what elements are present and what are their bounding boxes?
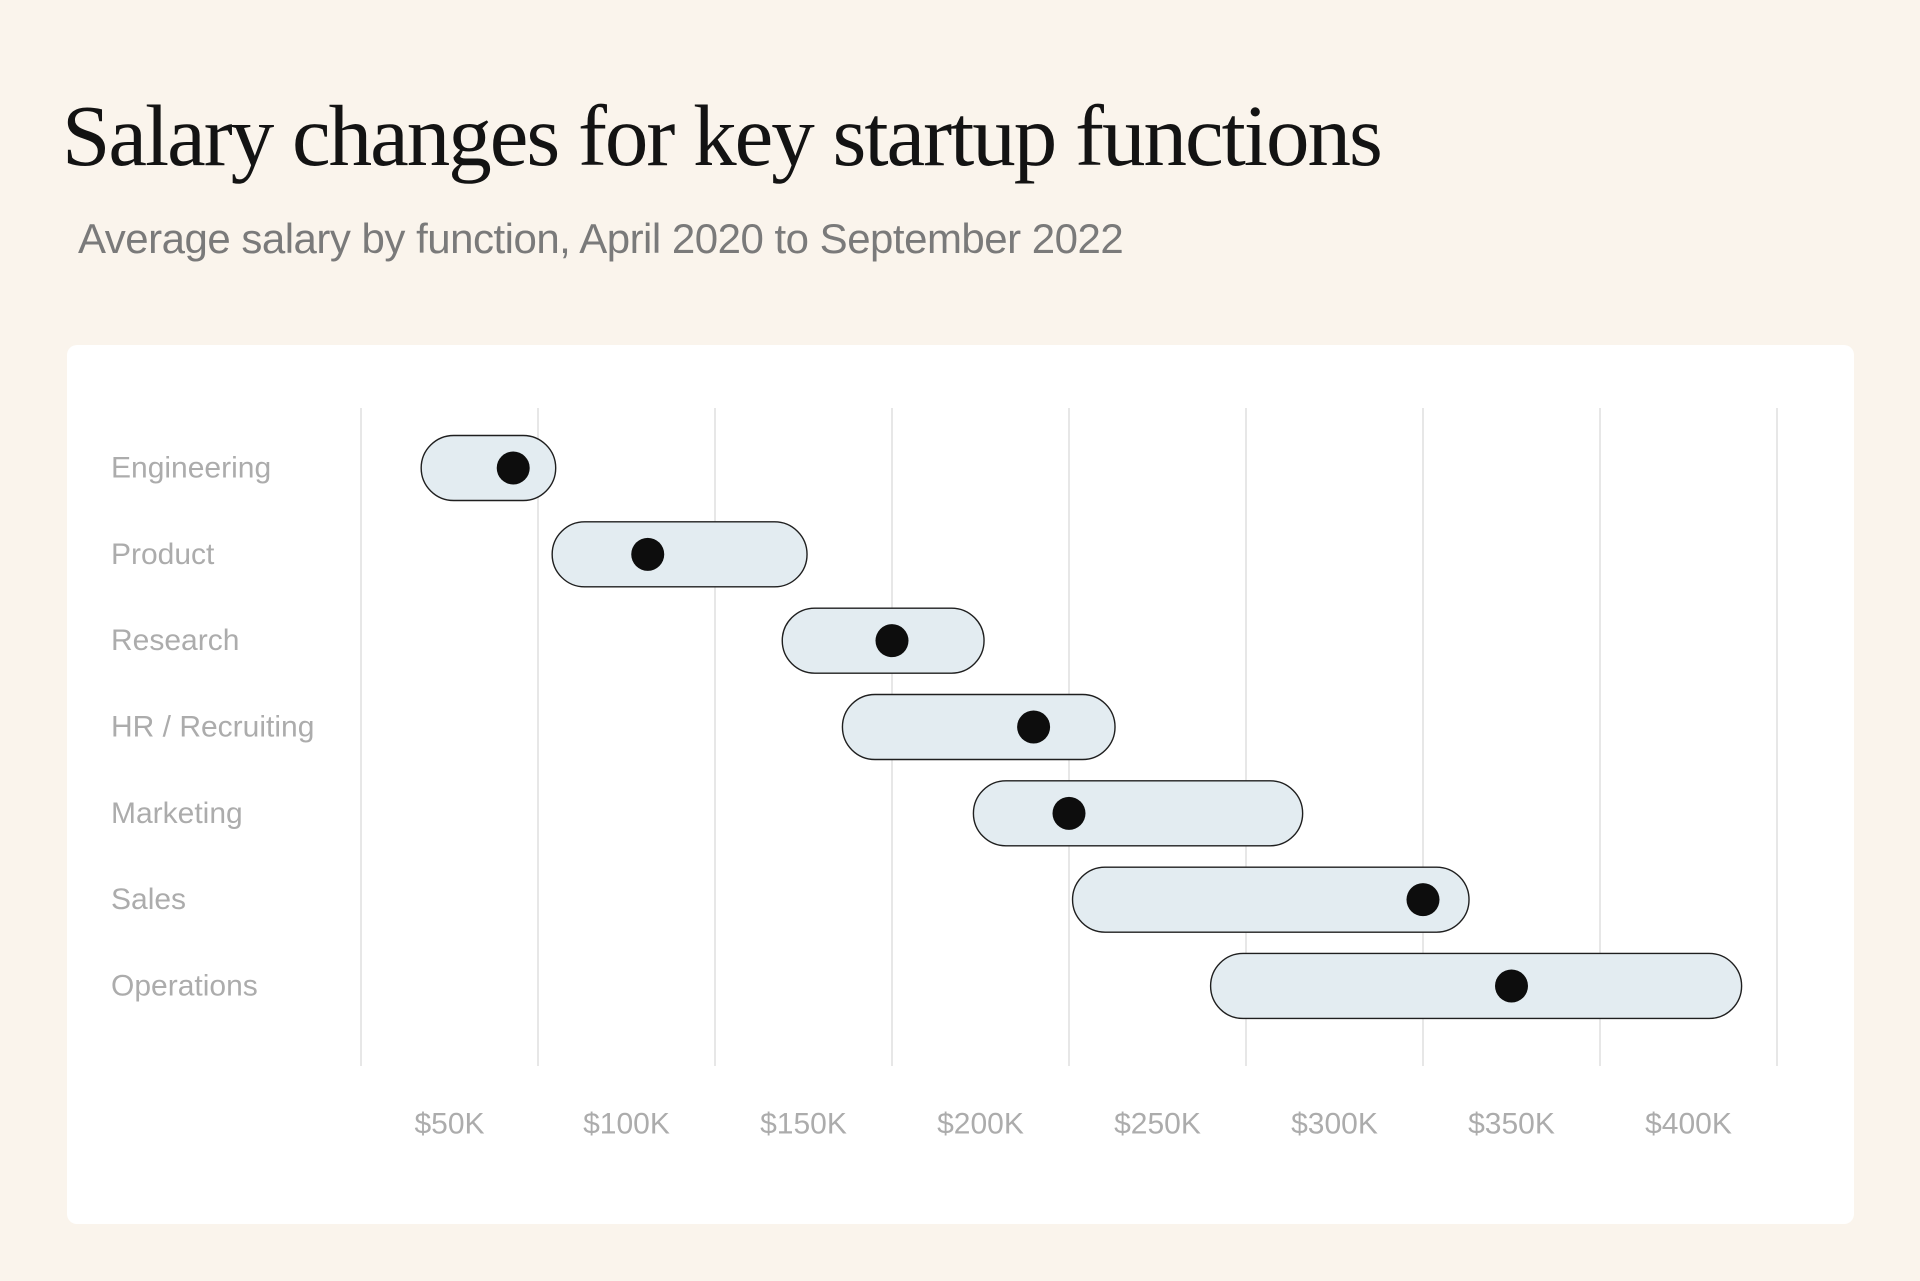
x-tick-label: $250K [1114,1108,1201,1141]
average-dot [1052,796,1086,830]
average-dot [1406,883,1440,917]
x-tick-label: $300K [1291,1108,1378,1141]
average-dot [496,451,530,485]
chart-card: $50K $100K $150K $200K $250K $300K $350K $400K E… [67,345,1854,1224]
average-dot [631,537,665,571]
x-tick-label: $50K [414,1108,484,1141]
category-label: HR / Recruiting [111,710,314,743]
average-dot [1017,710,1051,744]
category-label: Engineering [111,452,271,485]
category-label: Product [111,538,215,571]
range-pill [1071,866,1470,933]
x-tick-label: $200K [937,1108,1024,1141]
x-tick-label: $100K [583,1108,670,1141]
x-tick-label: $350K [1468,1108,1555,1141]
category-label: Marketing [111,797,243,830]
category-label: Research [111,624,239,657]
range-pill [972,780,1304,847]
range-pill [1209,952,1743,1020]
category-label: Operations [111,969,258,1002]
chart-title: Salary changes for key startup functions [62,87,1383,184]
range-pill [841,693,1116,761]
average-dot [875,624,909,658]
average-dot [1495,969,1528,1003]
chart-subtitle: Average salary by function, April 2020 t… [78,215,1124,262]
range-dot-chart: $50K $100K $150K $200K $250K $300K $350K $400K E… [111,408,1778,1141]
x-tick-label: $150K [760,1108,847,1141]
category-label: Sales [111,883,186,916]
range-pill [551,521,808,588]
x-tick-label: $400K [1645,1108,1732,1141]
range-pill [420,434,557,502]
